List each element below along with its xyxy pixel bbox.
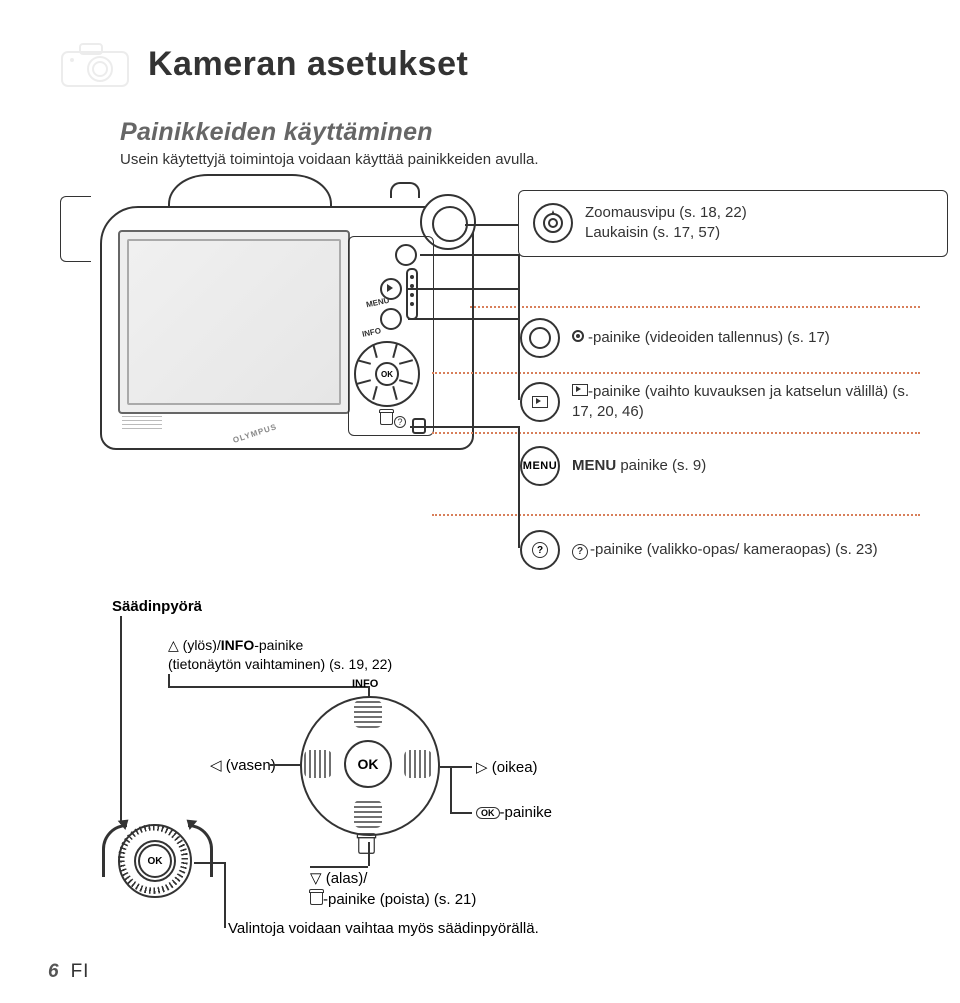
record-dot-icon	[572, 330, 588, 342]
callout-zoom-shutter: Zoomausvipu (s. 18, 22) Laukaisin (s. 17…	[518, 190, 948, 257]
leader-line	[368, 842, 370, 866]
dpad-right	[404, 750, 432, 778]
trash-big-icon	[360, 838, 373, 856]
camera-lcd	[118, 230, 350, 414]
page-title: Kameran asetukset	[148, 45, 468, 84]
record-callout-icon	[520, 318, 560, 358]
alas-line2: -painike (poista) (s. 21)	[323, 891, 476, 908]
leader-line	[420, 254, 518, 256]
leader-line	[465, 224, 518, 226]
up-info-label: △ (ylös)/INFO-painike (tietonäytön vaiht…	[168, 636, 392, 674]
page-number: 6	[48, 961, 59, 983]
help-tiny-icon: ?	[394, 416, 406, 428]
callout-play-text: -painike (vaihto kuvauksen ja katselun v…	[572, 382, 920, 423]
callout-menu: MENU MENU painike (s. 9)	[520, 446, 920, 486]
left-label: ◁ (vasen)	[210, 756, 276, 774]
control-wheel-label: Säädinpyörä	[112, 598, 202, 615]
down-delete-label: ▽ (alas)/ -painike (poista) (s. 21)	[310, 868, 476, 910]
dotted-divider	[432, 432, 920, 434]
dpad-down	[354, 800, 382, 828]
leader-line	[310, 866, 368, 868]
dotted-divider	[470, 306, 920, 308]
menu-mini-label: MENU	[523, 460, 557, 472]
up-prefix: △ (ylös)/	[168, 637, 221, 653]
leader-line	[408, 288, 518, 290]
leader-line	[450, 812, 472, 814]
leader-line	[518, 426, 520, 548]
play-box-icon	[572, 384, 588, 396]
page-footer: 6 FI	[48, 961, 89, 983]
lower-diagram: Säädinpyörä △ (ylös)/INFO-painike (tieto…	[60, 556, 900, 936]
section-subtitle: Painikkeiden käyttäminen	[120, 118, 900, 147]
control-wheel-large: OK	[118, 824, 192, 898]
leader-line	[224, 862, 226, 928]
shutter-outline	[390, 182, 420, 198]
leader-line	[440, 766, 472, 768]
callout-record-text: -painike (videoiden tallennus) (s. 17)	[572, 328, 830, 348]
dial-arrow-left-icon	[102, 824, 127, 877]
menu-callout-icon: MENU	[520, 446, 560, 486]
leader-line	[194, 862, 224, 864]
wheel-note: Valintoja voidaan vaihtaa myös säädinpyö…	[228, 920, 539, 937]
leader-line	[518, 288, 520, 400]
menu-button-icon	[380, 308, 402, 330]
dpad-large: OK	[300, 696, 440, 836]
ok-button-small: OK	[375, 362, 399, 386]
menu-bold: MENU	[572, 457, 616, 474]
leader-line	[450, 766, 452, 812]
language-code: FI	[71, 961, 90, 983]
play-text: -painike (vaihto kuvauksen ja katselun v…	[572, 383, 909, 420]
dpad-left	[304, 750, 332, 778]
upper-diagram: OLYMPUS MENU INFO OK ?	[60, 196, 900, 556]
callout-play: -painike (vaihto kuvauksen ja katselun v…	[520, 382, 920, 423]
menu-text: painike (s. 9)	[616, 457, 706, 474]
camera-watermark-icon	[60, 40, 130, 88]
leader-line	[168, 674, 170, 686]
record-text: -painike (videoiden tallennus) (s. 17)	[588, 329, 830, 346]
leader-line	[168, 686, 368, 688]
title-row: Kameran asetukset	[60, 40, 900, 88]
dial-arrow-right-icon	[188, 824, 213, 877]
leader-box-top	[60, 196, 91, 262]
up-line2: (tietonäytön vaihtaminen) (s. 19, 22)	[168, 656, 392, 672]
dial-ok-label: OK	[138, 844, 172, 878]
ok-button-large: OK	[344, 740, 392, 788]
leader-line	[270, 764, 302, 766]
ok-painike-label: OK-painike	[476, 804, 552, 821]
dotted-divider	[432, 514, 920, 516]
dpad-up	[354, 700, 382, 728]
speaker-strip	[406, 268, 418, 320]
brand-label: OLYMPUS	[232, 422, 278, 445]
up-info-bold: INFO	[221, 637, 254, 653]
callout-zoom-text: Zoomausvipu (s. 18, 22) Laukaisin (s. 17…	[585, 203, 747, 244]
grip-texture	[122, 416, 162, 436]
zoom-lever-icon	[533, 203, 573, 243]
info-big-label: INFO	[352, 678, 378, 690]
ok-pill-icon: OK	[476, 807, 500, 819]
up-suffix: -painike	[254, 637, 303, 653]
trash-inline-icon	[310, 892, 323, 905]
dotted-divider	[432, 372, 920, 374]
dpad-small: OK	[354, 341, 420, 407]
leader-line	[408, 318, 518, 320]
callout-record: -painike (videoiden tallennus) (s. 17)	[520, 318, 920, 358]
right-label: ▷ (oikea)	[476, 758, 538, 776]
leader-line	[410, 426, 518, 428]
record-button-icon	[395, 244, 417, 266]
alas-line1: ▽ (alas)/	[310, 870, 367, 887]
intro-text: Usein käytettyjä toimintoja voidaan käyt…	[120, 151, 900, 168]
trash-tiny-icon	[380, 412, 393, 427]
play-callout-icon	[520, 382, 560, 422]
callout-menu-text: MENU painike (s. 9)	[572, 456, 706, 476]
leader-line	[120, 616, 122, 824]
ok-painike-text: -painike	[500, 804, 553, 821]
